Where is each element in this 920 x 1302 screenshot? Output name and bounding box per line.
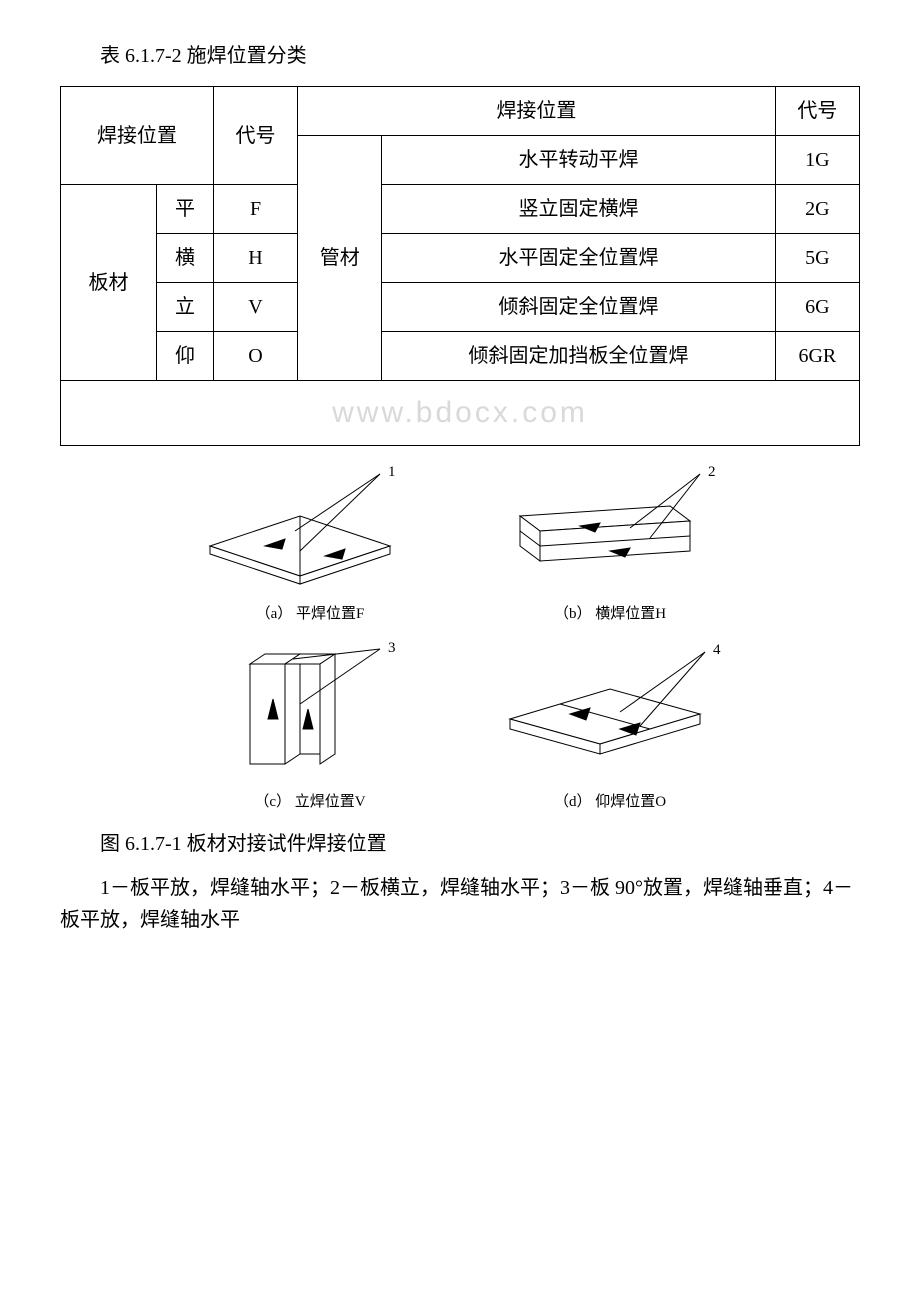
figure-c-caption: （c） 立焊位置V (254, 790, 365, 814)
cell-pos: 倾斜固定加挡板全位置焊 (382, 332, 775, 381)
cell-code: 6G (775, 283, 859, 332)
cell-code: 6GR (775, 332, 859, 381)
header-right-pos: 焊接位置 (298, 87, 776, 136)
table-row: 焊接位置 代号 焊接位置 代号 (61, 87, 860, 136)
figure-legend: 1－板平放，焊缝轴水平；2－板横立，焊缝轴水平；3－板 90°放置，焊缝轴垂直；… (60, 872, 860, 936)
table-title: 表 6.1.7-2 施焊位置分类 (60, 40, 860, 72)
header-right-code: 代号 (775, 87, 859, 136)
cell-code: F (213, 185, 297, 234)
figure-a-caption: （a） 平焊位置F (256, 602, 365, 626)
table-row: 板材 平 F 竖立固定横焊 2G (61, 185, 860, 234)
figure-a-svg: 1 (190, 456, 430, 596)
cell-pos: 水平转动平焊 (382, 136, 775, 185)
figure-d-label: 4 (713, 642, 721, 658)
figure-container: 1 （a） 平焊位置F (60, 456, 860, 814)
figure-a: 1 （a） 平焊位置F (190, 456, 430, 626)
cell-code: V (213, 283, 297, 332)
figure-b-caption: （b） 横焊位置H (554, 602, 666, 626)
figure-a-label: 1 (388, 464, 396, 480)
figure-b-svg: 2 (490, 456, 730, 596)
welding-position-table: 焊接位置 代号 焊接位置 代号 管材 水平转动平焊 1G 板材 平 F 竖立固定… (60, 86, 860, 446)
cell-code: 1G (775, 136, 859, 185)
figure-b-label: 2 (708, 464, 716, 480)
cell-pos: 倾斜固定全位置焊 (382, 283, 775, 332)
cell-code: O (213, 332, 297, 381)
figure-d-caption: （d） 仰焊位置O (554, 790, 666, 814)
figure-c: 3 （c） 立焊位置V (190, 634, 430, 814)
cell-code: H (213, 234, 297, 283)
watermark-row: www.bdocx.com (61, 381, 860, 446)
table-row: 立 V 倾斜固定全位置焊 6G (61, 283, 860, 332)
figure-row-bottom: 3 （c） 立焊位置V 4 (60, 634, 860, 814)
figure-d: 4 （d） 仰焊位置O (490, 634, 730, 814)
figure-title: 图 6.1.7-1 板材对接试件焊接位置 (60, 828, 860, 860)
header-code-left: 代号 (213, 87, 297, 185)
watermark-text: www.bdocx.com (61, 381, 860, 446)
left-category: 板材 (61, 185, 157, 381)
table-row: 横 H 水平固定全位置焊 5G (61, 234, 860, 283)
cell-code: 5G (775, 234, 859, 283)
cell-pos: 水平固定全位置焊 (382, 234, 775, 283)
table-row: 仰 O 倾斜固定加挡板全位置焊 6GR (61, 332, 860, 381)
figure-c-svg: 3 (190, 634, 430, 784)
cell-pos: 横 (157, 234, 214, 283)
cell-pos: 仰 (157, 332, 214, 381)
right-category: 管材 (298, 136, 382, 381)
cell-pos: 竖立固定横焊 (382, 185, 775, 234)
figure-c-label: 3 (388, 640, 396, 656)
cell-pos: 立 (157, 283, 214, 332)
cell-pos: 平 (157, 185, 214, 234)
figure-row-top: 1 （a） 平焊位置F (60, 456, 860, 626)
figure-d-svg: 4 (490, 634, 730, 784)
header-left: 焊接位置 (61, 87, 214, 185)
cell-code: 2G (775, 185, 859, 234)
figure-b: 2 （b） 横焊位置H (490, 456, 730, 626)
